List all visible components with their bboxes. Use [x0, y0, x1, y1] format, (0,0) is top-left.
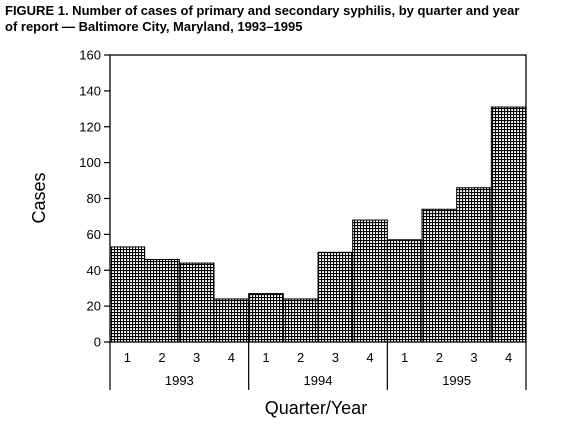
x-tick-label-quarter: 3	[332, 350, 339, 365]
x-tick-label-quarter: 4	[505, 350, 512, 365]
x-axis-label: Quarter/Year	[265, 398, 367, 418]
y-tick-label: 60	[87, 227, 101, 242]
bar-9	[386, 239, 423, 343]
bar-8	[352, 219, 388, 343]
bar-1	[109, 246, 146, 343]
y-tick-label: 160	[79, 48, 101, 63]
x-tick-label-quarter: 2	[297, 350, 304, 365]
x-tick-label-quarter: 4	[366, 350, 373, 365]
y-tick-label: 140	[79, 83, 101, 98]
bar-7	[317, 251, 354, 343]
x-tick-label-quarter: 4	[228, 350, 235, 365]
y-tick-label: 40	[87, 263, 101, 278]
bars-group	[109, 106, 527, 343]
bar-4	[213, 298, 250, 343]
x-tick-label-quarter: 1	[401, 350, 408, 365]
bar-5	[248, 293, 284, 343]
y-axis: 0 20 40 60 80 100 120 140 160	[79, 48, 110, 350]
y-axis-label: Cases	[29, 172, 49, 223]
bar-3	[178, 262, 215, 343]
bar-6	[282, 298, 319, 343]
y-tick-label: 120	[79, 119, 101, 134]
bar-10	[421, 208, 458, 343]
bar-11	[456, 187, 492, 343]
x-tick-label-quarter: 2	[158, 350, 165, 365]
figure-title: FIGURE 1. Number of cases of primary and…	[5, 3, 570, 35]
x-year-label: 1995	[442, 373, 471, 388]
x-tick-label-quarter: 3	[193, 350, 200, 365]
y-tick-label: 80	[87, 191, 101, 206]
x-tick-label-quarter: 2	[436, 350, 443, 365]
x-tick-label-quarter: 3	[470, 350, 477, 365]
bar-12	[490, 106, 527, 343]
y-tick-label: 0	[94, 335, 101, 350]
title-line-1: FIGURE 1. Number of cases of primary and…	[5, 3, 520, 18]
bar-2	[144, 258, 180, 343]
y-tick-label: 20	[87, 299, 101, 314]
x-year-label: 1994	[304, 373, 333, 388]
x-tick-label-quarter: 1	[262, 350, 269, 365]
x-axis: 1 2 3 4 1 2 3 4 1 2 3 4 1993 1994 1995	[109, 342, 527, 390]
x-year-label: 1993	[165, 373, 194, 388]
x-tick-label-quarter: 1	[124, 350, 131, 365]
title-line-2: of report — Baltimore City, Maryland, 19…	[5, 19, 303, 34]
y-tick-label: 100	[79, 155, 101, 170]
